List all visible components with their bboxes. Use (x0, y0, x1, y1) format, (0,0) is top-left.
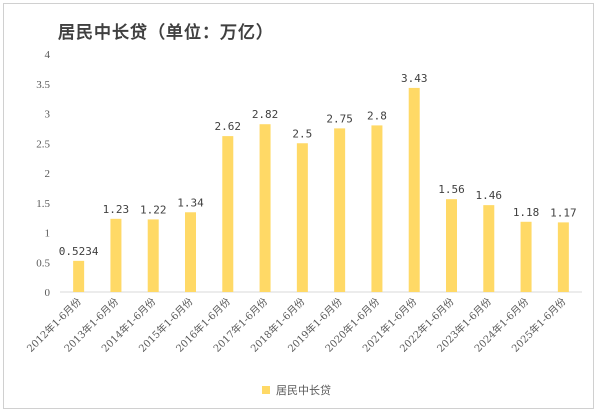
data-label: 1.46 (476, 189, 503, 202)
data-label: 1.34 (177, 196, 204, 209)
y-tick-label: 3 (45, 109, 51, 121)
y-tick-label: 2.5 (36, 138, 50, 150)
bar (334, 128, 346, 292)
legend-swatch (262, 386, 270, 394)
data-label: 2.62 (215, 120, 242, 133)
y-tick-label: 1 (45, 228, 51, 240)
data-label: 2.82 (252, 108, 279, 121)
legend: 居民中长贷 (262, 382, 331, 398)
bar (296, 143, 308, 292)
bar (483, 205, 495, 292)
bar (557, 222, 569, 292)
data-label: 0.5234 (59, 245, 99, 258)
bar (259, 124, 271, 293)
legend-label: 居民中长贷 (276, 384, 331, 397)
bar (520, 221, 532, 292)
data-label: 1.56 (438, 183, 465, 196)
data-label: 1.17 (550, 206, 577, 219)
data-label: 1.22 (140, 203, 167, 216)
y-tick-label: 0.5 (36, 257, 50, 269)
bar (73, 260, 85, 292)
bar (147, 219, 159, 292)
data-label: 2.8 (367, 109, 387, 122)
data-label: 3.43 (401, 72, 428, 85)
bar (222, 136, 234, 292)
bar (110, 218, 122, 292)
chart-title: 居民中长贷（单位：万亿） (58, 23, 274, 43)
bar (371, 125, 383, 293)
y-tick-label: 0 (45, 287, 51, 299)
bar (185, 212, 196, 292)
data-label: 1.18 (513, 206, 540, 219)
data-label: 2.75 (326, 112, 353, 125)
y-tick-label: 4 (45, 49, 51, 61)
data-label: 2.5 (292, 127, 312, 140)
bar (408, 87, 420, 292)
bar (446, 199, 457, 292)
data-label: 1.23 (103, 203, 130, 216)
y-tick-label: 3.5 (36, 79, 50, 91)
y-tick-label: 2 (45, 168, 51, 180)
y-tick-label: 1.5 (36, 198, 50, 210)
